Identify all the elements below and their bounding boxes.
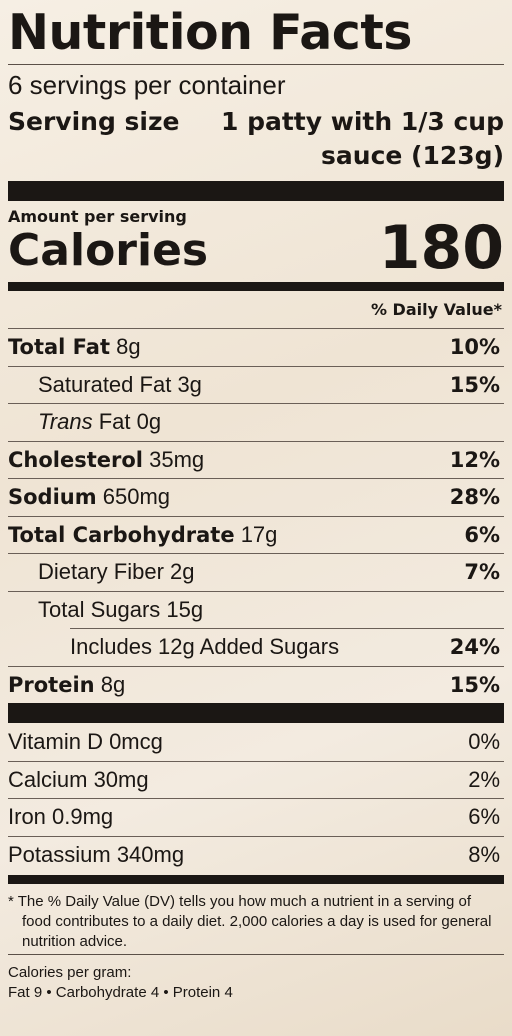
nutrient-amount: 35mg	[149, 446, 205, 472]
divider-medium	[8, 875, 504, 884]
nutrient-dv: 15%	[449, 672, 500, 697]
divider	[8, 64, 504, 65]
nutrient-row-dietary-fiber: Dietary Fiber 2g 7%	[8, 553, 504, 591]
calories-per-gram: Calories per gram: Fat 9 • Carbohydrate …	[8, 955, 504, 1003]
calories-per-gram-label: Calories per gram:	[8, 964, 132, 981]
calories-per-gram-values: Fat 9 • Carbohydrate 4 • Protein 4	[8, 984, 233, 1001]
divider-thick	[8, 181, 504, 201]
calories-label: Calories	[8, 225, 209, 276]
vitamin-name: Potassium 340mg	[8, 841, 185, 867]
nutrient-row-protein: Protein 8g 15%	[8, 665, 504, 704]
nutrient-name: Fat	[98, 409, 131, 435]
nutrient-amount: 650mg	[102, 484, 171, 510]
vitamin-dv: 8%	[468, 841, 500, 867]
divider-medium	[8, 282, 504, 291]
nutrient-name-italic: Trans	[38, 409, 93, 435]
vitamin-dv: 2%	[468, 766, 500, 792]
nutrient-dv: 15%	[449, 372, 500, 397]
nutrient-dv: 12%	[449, 447, 500, 472]
nutrient-amount: 2g	[170, 559, 195, 585]
nutrient-row-added-sugars: Includes 12g Added Sugars 24%	[8, 628, 504, 666]
vitamin-name: Calcium 30mg	[8, 766, 149, 792]
vitamin-dv: 6%	[468, 804, 500, 830]
vitamin-dv: 0%	[468, 728, 500, 754]
divider-thick	[8, 703, 504, 723]
serving-size-label: Serving size	[8, 107, 180, 136]
nutrient-name: Dietary Fiber	[38, 559, 164, 585]
vitamin-name: Iron 0.9mg	[8, 804, 114, 830]
calories-row: Calories 180	[8, 213, 504, 283]
nutrient-row-total-carbohydrate: Total Carbohydrate 17g 6%	[8, 515, 504, 554]
nutrient-dv: 28%	[449, 485, 500, 510]
nutrient-amount: 3g	[177, 371, 202, 397]
nutrient-amount: 0g	[136, 409, 162, 435]
vitamin-name: Vitamin D 0mcg	[8, 728, 163, 754]
amount-per-serving: Amount per serving	[8, 207, 187, 226]
serving-size: Serving size 1 patty with 1/3 cup sauce …	[8, 105, 504, 173]
vitamin-row-vitamin-d: Vitamin D 0mcg 0%	[8, 723, 504, 761]
vitamin-row-potassium: Potassium 340mg 8%	[8, 835, 504, 874]
nutrient-name: Total Carbohydrate	[8, 522, 235, 547]
divider	[8, 954, 504, 955]
nutrient-row-sodium: Sodium 650mg 28%	[8, 478, 504, 516]
nutrient-amount: 8g	[100, 671, 126, 697]
nutrient-name: Total Sugars	[38, 596, 161, 622]
nutrient-amount: 17g	[240, 521, 278, 547]
nutrient-row-trans-fat: Trans Fat 0g	[8, 403, 504, 441]
nutrient-row-total-fat: Total Fat 8g 10%	[8, 328, 504, 366]
footnote: * The % Daily Value (DV) tells you how m…	[8, 893, 492, 950]
nutrient-amount: 15g	[166, 596, 204, 622]
servings-per-container: 6 servings per container	[8, 70, 286, 100]
nutrient-row-cholesterol: Cholesterol 35mg 12%	[8, 440, 504, 479]
nutrient-row-total-sugars: Total Sugars 15g	[8, 590, 504, 629]
nutrient-name: Includes 12g Added Sugars	[70, 633, 340, 659]
nutrient-dv: 10%	[449, 335, 500, 360]
vitamin-row-calcium: Calcium 30mg 2%	[8, 760, 504, 799]
nutrient-dv: 24%	[449, 634, 500, 659]
calories-value: 180	[378, 213, 504, 283]
nutrient-dv: 6%	[464, 522, 500, 547]
daily-value-header: % Daily Value*	[370, 300, 502, 319]
serving-size-value: 1 patty with 1/3 cup sauce (123g)	[220, 107, 504, 170]
label-title: Nutrition Facts	[8, 4, 412, 61]
nutrient-name: Saturated Fat	[38, 371, 172, 397]
nutrient-dv: 7%	[464, 560, 500, 585]
nutrient-name: Sodium	[8, 485, 97, 510]
nutrient-name: Cholesterol	[8, 447, 143, 472]
nutrient-amount: 8g	[116, 334, 141, 360]
vitamin-row-iron: Iron 0.9mg 6%	[8, 798, 504, 836]
nutrient-name: Protein	[8, 672, 95, 697]
nutrition-label: Nutrition Facts 6 servings per container…	[8, 0, 504, 1003]
nutrient-row-saturated-fat: Saturated Fat 3g 15%	[8, 365, 504, 404]
nutrient-name: Total Fat	[8, 335, 111, 360]
